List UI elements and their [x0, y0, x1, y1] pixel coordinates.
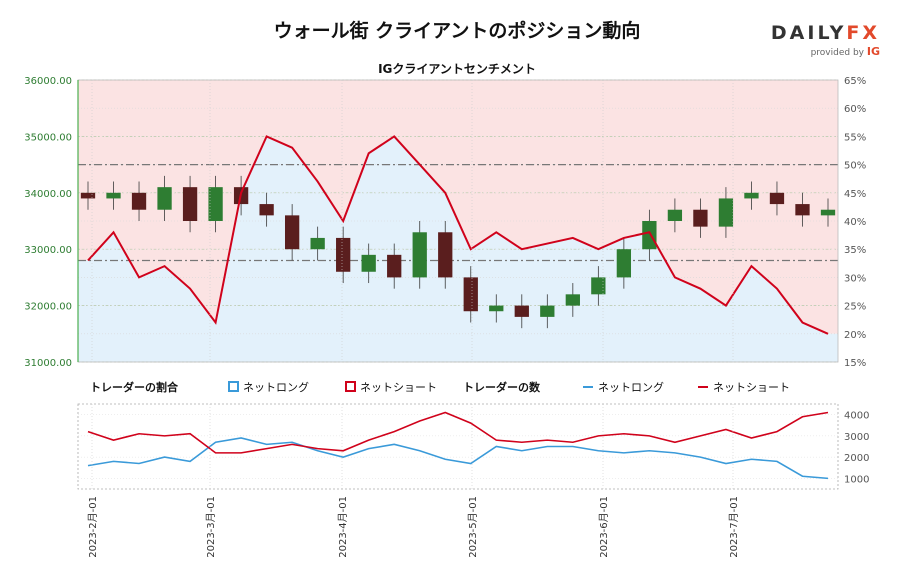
- candle-body: [820, 209, 836, 216]
- candle-body: [565, 294, 580, 306]
- y-right-tick-label: 50%: [844, 161, 866, 172]
- candle-body: [259, 204, 274, 216]
- y-right-tick-label: 40%: [844, 217, 866, 228]
- legend-long-swatch: [228, 381, 239, 392]
- net-short-area: [78, 80, 838, 334]
- y-left-tick-label: 36000.00: [24, 76, 72, 87]
- y-right-tick-label: 15%: [844, 358, 866, 369]
- x-tick-label: 2023-6月-01: [598, 496, 610, 558]
- y-right-tick-label: 25%: [844, 302, 866, 313]
- x-tick-label: 2023-7月-01: [728, 496, 740, 558]
- candle-body: [795, 204, 810, 216]
- candle-body: [182, 187, 198, 221]
- x-tick-label: 2023-3月-01: [205, 496, 217, 558]
- y-right-tick-label: 45%: [844, 189, 866, 200]
- plot-frame-bottom: [77, 403, 839, 490]
- legend-short-label: ネットショート: [360, 381, 437, 394]
- net-short-line: [87, 135, 829, 335]
- candle-body: [208, 187, 223, 221]
- candle-body: [412, 232, 427, 278]
- legend-count-title: トレーダーの数: [463, 380, 541, 394]
- y-right-tick-label: 55%: [844, 132, 866, 143]
- y-right-tick-label: 30%: [844, 273, 866, 284]
- candle-body: [336, 237, 351, 272]
- candle-body: [387, 254, 402, 278]
- candle-body: [616, 249, 632, 278]
- y-left-tick-label: 32000.00: [24, 302, 72, 313]
- chart-title: ウォール街 クライアントのポジション動向: [273, 20, 641, 42]
- candle-body: [744, 192, 759, 199]
- legend-ratio-title: トレーダーの割合: [90, 380, 179, 394]
- chart-subtitle: IGクライアントセンチメント: [378, 62, 536, 76]
- count-long-line: [87, 437, 829, 480]
- y-left-tick-label: 34000.00: [24, 189, 72, 200]
- candle-body: [718, 198, 734, 227]
- candle-body: [157, 187, 172, 210]
- x-tick-label: 2023-5月-01: [467, 496, 479, 558]
- x-tick-label: 2023-4月-01: [337, 496, 349, 558]
- y-left-tick-label: 35000.00: [24, 132, 72, 143]
- candle-body: [361, 254, 376, 272]
- y-count-tick-label: 3000: [844, 432, 869, 443]
- logo-provided-by: provided by IG: [810, 45, 880, 58]
- dailyfx-logo: DAILYFX provided by IG: [771, 22, 880, 58]
- candle-body: [591, 277, 606, 295]
- candle-body: [80, 192, 96, 199]
- y-left-tick-label: 33000.00: [24, 245, 72, 256]
- y-right-tick-label: 60%: [844, 104, 866, 115]
- y-right-tick-label: 65%: [844, 76, 866, 87]
- y-count-tick-label: 2000: [844, 453, 869, 464]
- candle-body: [667, 209, 683, 221]
- y-right-tick-label: 20%: [844, 330, 866, 341]
- logo-wordmark: DAILYFX: [770, 22, 880, 44]
- y-count-tick-label: 1000: [844, 474, 869, 485]
- candle-body: [284, 215, 300, 250]
- candle-body: [131, 192, 147, 210]
- candle-body: [489, 305, 504, 312]
- x-tick-label: 2023-2月-01: [87, 496, 99, 558]
- candle-body: [769, 192, 785, 205]
- candle-body: [310, 237, 325, 250]
- legend-long-label: ネットロング: [243, 380, 309, 394]
- legend-count-short-label: ネットショート: [713, 381, 790, 394]
- legend-count-long-label: ネットロング: [598, 380, 664, 394]
- candle-body: [642, 221, 657, 250]
- candle-body: [463, 277, 478, 312]
- y-left-tick-label: 31000.00: [24, 358, 72, 369]
- candle-body: [438, 232, 453, 278]
- candle-body: [693, 209, 708, 227]
- candle-body: [540, 305, 555, 317]
- y-count-tick-label: 4000: [844, 411, 869, 422]
- count-short-line: [87, 411, 829, 454]
- y-right-tick-label: 35%: [844, 245, 866, 256]
- candle-body: [106, 192, 121, 199]
- legend-short-swatch: [345, 381, 356, 392]
- candle-body: [514, 305, 529, 317]
